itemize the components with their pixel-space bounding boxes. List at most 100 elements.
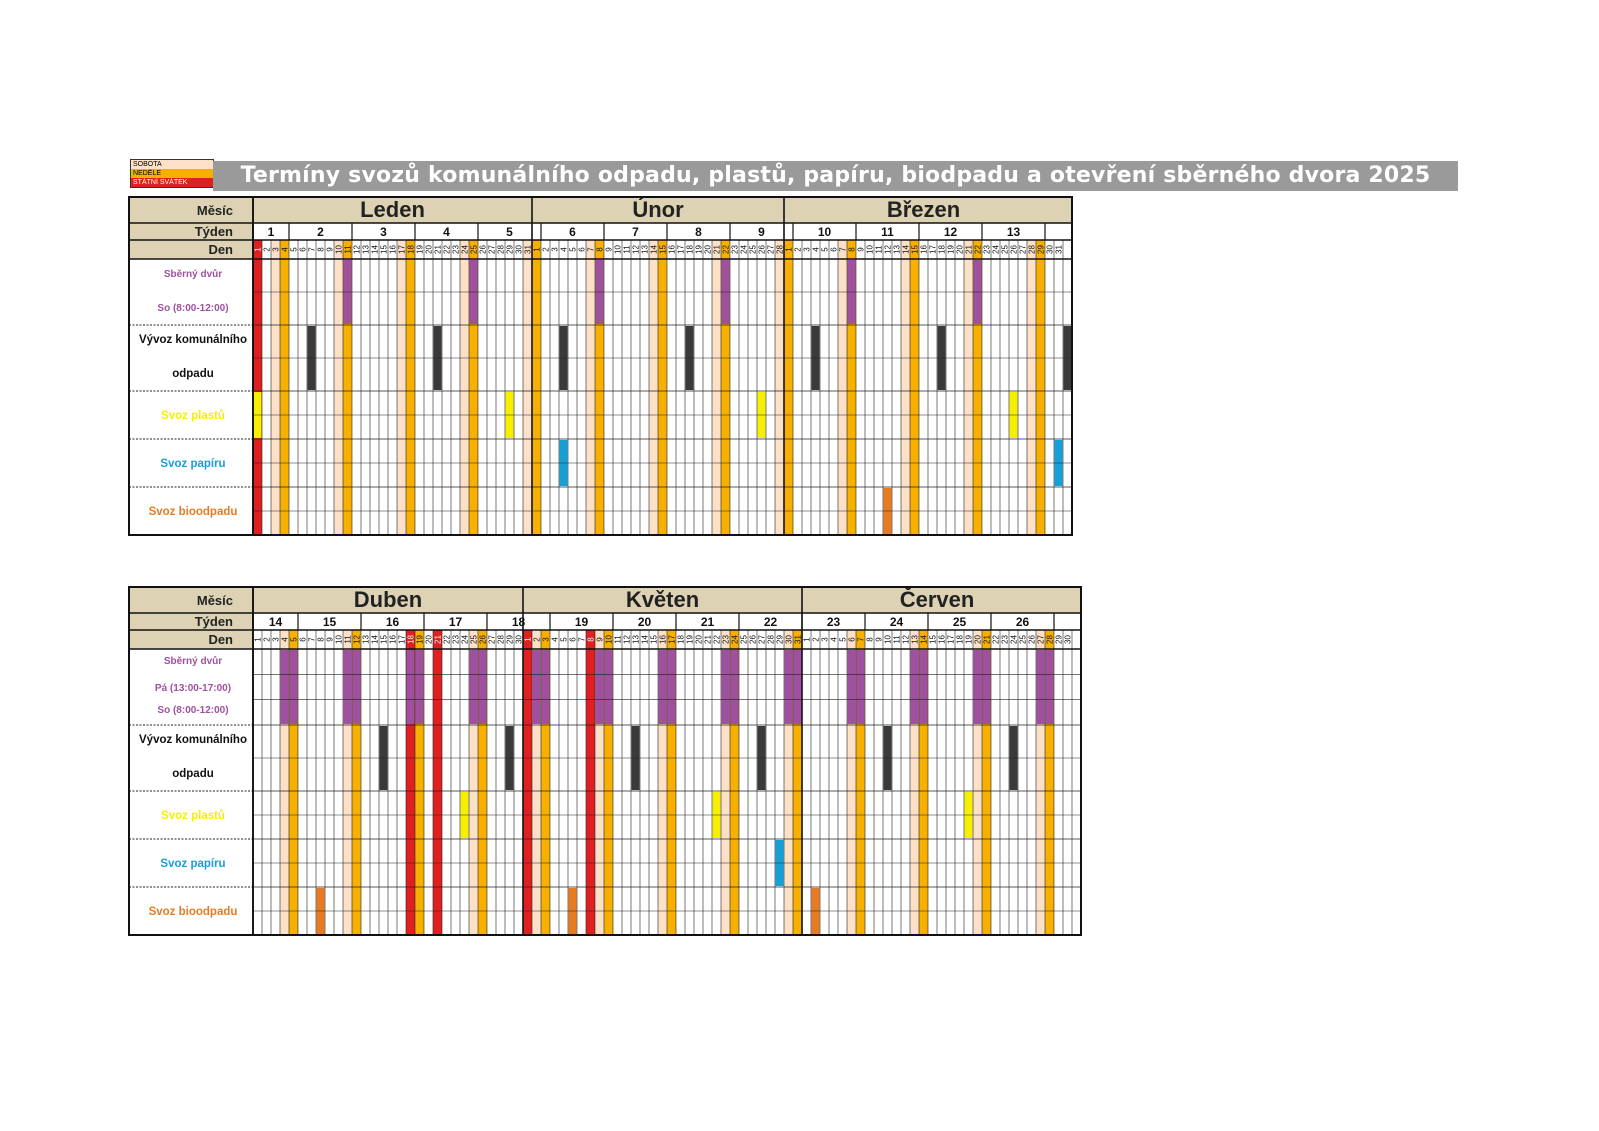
month-name: Květen xyxy=(626,587,699,612)
day-number: 20 xyxy=(956,245,965,254)
day-number: 30 xyxy=(1064,635,1073,644)
sunday-column xyxy=(667,630,676,935)
day-number: 24 xyxy=(1010,635,1019,644)
day-number: 13 xyxy=(893,245,902,254)
sberny-dvur-mark xyxy=(352,650,361,724)
day-number: 3 xyxy=(803,247,812,252)
month-name: Leden xyxy=(360,197,425,222)
day-number: 1 xyxy=(785,247,794,252)
day-number: 25 xyxy=(470,245,479,254)
day-number: 3 xyxy=(551,247,560,252)
day-number: 28 xyxy=(767,635,776,644)
day-number: 7 xyxy=(857,637,866,642)
day-number: 28 xyxy=(497,245,506,254)
week-number: 6 xyxy=(569,225,576,239)
sunday-column xyxy=(532,240,541,535)
day-number: 19 xyxy=(686,635,695,644)
day-number: 1 xyxy=(803,637,812,642)
day-number: 26 xyxy=(749,635,758,644)
day-number: 10 xyxy=(335,635,344,644)
day-number: 23 xyxy=(983,245,992,254)
day-number: 14 xyxy=(641,635,650,644)
day-number: 4 xyxy=(812,247,821,252)
day-number: 2 xyxy=(263,637,272,642)
day-number: 19 xyxy=(965,635,974,644)
day-number: 5 xyxy=(821,247,830,252)
day-number: 16 xyxy=(938,635,947,644)
day-number: 4 xyxy=(560,247,569,252)
day-number: 20 xyxy=(974,635,983,644)
sunday-column xyxy=(280,240,289,535)
week-number: 10 xyxy=(818,225,832,239)
day-number: 7 xyxy=(308,247,317,252)
day-number: 19 xyxy=(416,635,425,644)
holiday-column xyxy=(406,630,415,935)
day-number: 7 xyxy=(839,247,848,252)
saturday-column xyxy=(595,630,604,935)
row-label-plasty: Svoz plastů xyxy=(161,810,225,822)
day-number: 5 xyxy=(290,247,299,252)
week-number: 24 xyxy=(890,615,904,629)
sberny-dvur-mark xyxy=(541,650,550,724)
week-number: 18 xyxy=(512,615,526,629)
row-label-papir: Svoz papíru xyxy=(160,858,225,870)
day-number: 19 xyxy=(695,245,704,254)
day-number: 2 xyxy=(542,247,551,252)
day-number: 22 xyxy=(722,245,731,254)
day-number: 29 xyxy=(506,245,515,254)
day-number: 14 xyxy=(371,245,380,254)
row-label-sberny-dvur: Sběrný dvůr xyxy=(164,655,222,667)
day-number: 9 xyxy=(605,247,614,252)
saturday-column xyxy=(397,240,406,535)
day-number: 4 xyxy=(830,637,839,642)
day-number: 21 xyxy=(713,245,722,254)
week-number: 12 xyxy=(944,225,958,239)
day-number: 11 xyxy=(875,245,884,254)
day-number: 31 xyxy=(524,245,533,254)
month-row-bg xyxy=(253,587,1081,613)
sberny-dvur-mark xyxy=(730,650,739,724)
day-number: 22 xyxy=(443,635,452,644)
day-number: 30 xyxy=(1046,245,1055,254)
day-number: 27 xyxy=(488,245,497,254)
day-number: 17 xyxy=(668,635,677,644)
sunday-column xyxy=(1036,240,1045,535)
day-number: 3 xyxy=(272,247,281,252)
day-number: 17 xyxy=(398,635,407,644)
header-label-bg xyxy=(129,197,253,259)
sberny-dvur-mark xyxy=(595,650,604,724)
saturday-column xyxy=(784,630,793,935)
week-number: 25 xyxy=(953,615,967,629)
week-number: 23 xyxy=(827,615,841,629)
day-number: 11 xyxy=(614,635,623,644)
day-number: 23 xyxy=(452,635,461,644)
day-number: 26 xyxy=(1028,635,1037,644)
day-number: 8 xyxy=(317,637,326,642)
label-week: Týden xyxy=(195,224,233,239)
day-number: 23 xyxy=(731,245,740,254)
sunday-column xyxy=(847,240,856,535)
day-number: 3 xyxy=(542,637,551,642)
sberny-dvur-mark xyxy=(604,650,613,724)
week-number: 8 xyxy=(695,225,702,239)
day-number: 26 xyxy=(479,245,488,254)
day-number: 9 xyxy=(326,247,335,252)
row-label-komunal: Vývoz komunálního xyxy=(139,334,247,346)
day-number: 13 xyxy=(362,635,371,644)
day-number: 16 xyxy=(920,245,929,254)
week-number: 9 xyxy=(758,225,765,239)
week-number: 13 xyxy=(1007,225,1021,239)
sberny-dvur-mark xyxy=(658,650,667,724)
sberny-dvur-mark xyxy=(856,650,865,724)
day-number: 16 xyxy=(389,245,398,254)
day-number: 24 xyxy=(740,245,749,254)
day-number: 8 xyxy=(596,247,605,252)
sunday-column xyxy=(910,240,919,535)
row-label-komunal: odpadu xyxy=(172,768,214,780)
day-number: 29 xyxy=(776,635,785,644)
day-number: 27 xyxy=(1019,245,1028,254)
sunday-column xyxy=(604,630,613,935)
day-number: 11 xyxy=(623,245,632,254)
row-label-sberny-dvur: Sběrný dvůr xyxy=(164,268,222,280)
week-number: 4 xyxy=(443,225,450,239)
